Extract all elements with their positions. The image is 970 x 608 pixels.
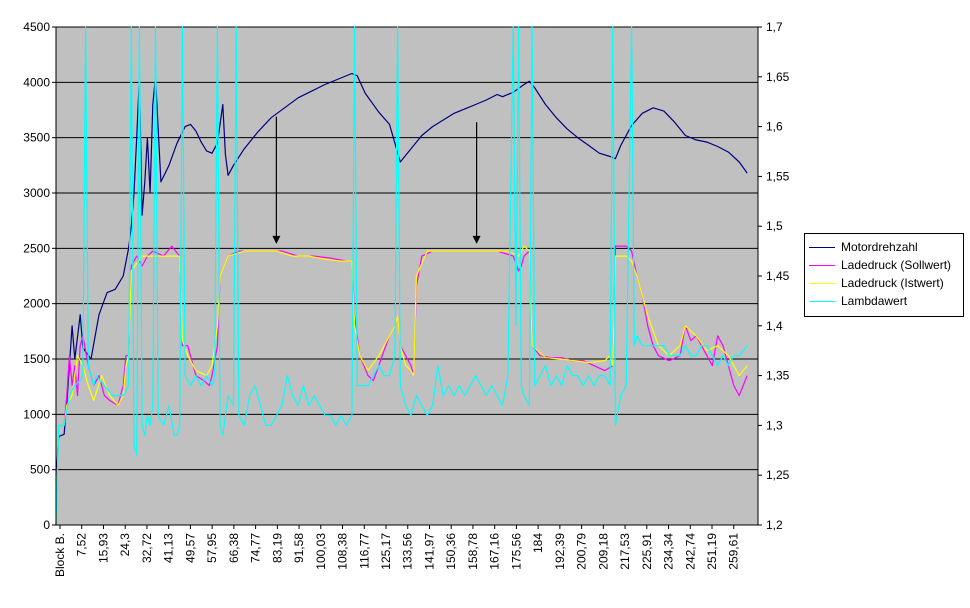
x-tick-label: 225,91 <box>640 533 654 570</box>
legend-swatch <box>809 246 835 248</box>
x-tick-label: 167,16 <box>488 533 502 570</box>
x-tick-label: 91,58 <box>292 533 306 563</box>
x-tick-label: 184 <box>531 533 545 553</box>
x-tick-label: 133,56 <box>401 533 415 570</box>
series-line <box>55 245 748 526</box>
y-left-tick-label: 3000 <box>23 186 50 200</box>
x-tick-label: 259,61 <box>727 533 741 570</box>
legend: Motordrehzahl Ladedruck (Sollwert) Laded… <box>804 233 964 317</box>
annotation-arrow-head <box>472 235 481 244</box>
y-right-tick-label: 1,6 <box>766 120 783 134</box>
x-tick-label: 57,95 <box>205 533 219 563</box>
y-left-tick-label: 3500 <box>23 131 50 145</box>
x-tick-label: 251,19 <box>705 533 719 570</box>
y-right-tick-label: 1,25 <box>766 468 790 482</box>
annotation-arrow-head <box>272 235 281 244</box>
legend-label: Ladedruck (Istwert) <box>841 276 944 290</box>
y-left-tick-label: 2500 <box>23 241 50 255</box>
y-right-tick-label: 1,65 <box>766 70 790 84</box>
x-tick-label: 7,52 <box>75 533 89 557</box>
y-right-tick-label: 1,45 <box>766 269 790 283</box>
legend-swatch <box>809 300 835 302</box>
legend-label: Motordrehzahl <box>841 240 918 254</box>
x-tick-label: 32,72 <box>140 533 154 563</box>
x-tick-label: 141,97 <box>422 533 436 570</box>
series-line <box>55 245 748 526</box>
legend-label: Lambdawert <box>841 294 908 308</box>
legend-item-lambdawert: Lambdawert <box>809 292 959 310</box>
x-tick-label: 200,79 <box>575 533 589 570</box>
x-tick-label: 242,74 <box>683 533 697 570</box>
x-tick-label: 217,53 <box>618 533 632 570</box>
legend-item-ladedruck-sollwert: Ladedruck (Sollwert) <box>809 256 959 274</box>
x-tick-label: 15,93 <box>96 533 110 563</box>
x-tick-label: 24,3 <box>118 533 132 557</box>
x-tick-label: 175,56 <box>509 533 523 570</box>
x-tick-label: 41,13 <box>162 533 176 563</box>
series-line <box>55 26 748 526</box>
legend-swatch <box>809 282 835 284</box>
x-tick-label: 209,18 <box>596 533 610 570</box>
y-right-tick-label: 1,3 <box>766 418 783 432</box>
x-tick-label: 83,19 <box>270 533 284 563</box>
plot-area <box>55 26 759 526</box>
legend-item-motordrehzahl: Motordrehzahl <box>809 238 959 256</box>
y-right-tick-label: 1,2 <box>766 518 783 532</box>
axes: 0 500 1000 1500 2000 2500 3000 3500 4000 4500 1,2 1… <box>23 20 789 577</box>
y-left-tick-label: 1000 <box>23 407 50 421</box>
annotations <box>272 116 481 244</box>
y-right-tick-label: 1,55 <box>766 169 790 183</box>
x-tick-label: 66,38 <box>227 533 241 563</box>
x-tick-label: 74,77 <box>249 533 263 563</box>
y-right-tick-label: 1,35 <box>766 369 790 383</box>
x-tick-label: 108,38 <box>336 533 350 570</box>
x-tick-label: 192,39 <box>553 533 567 570</box>
x-tick-label: 125,17 <box>379 533 393 570</box>
y-left-tick-label: 4000 <box>23 75 50 89</box>
x-tick-label: 116,77 <box>357 533 371 569</box>
x-tick-label: 100,03 <box>314 533 328 570</box>
y-right-tick-label: 1,7 <box>766 20 783 34</box>
y-right-tick-label: 1,5 <box>766 219 783 233</box>
x-tick-label: Block B. <box>53 533 67 577</box>
y-left-tick-label: 4500 <box>23 20 50 34</box>
series-group <box>55 26 748 526</box>
x-tick-label: 158,78 <box>466 533 480 570</box>
y-left-tick-label: 0 <box>43 518 50 532</box>
legend-item-ladedruck-istwert: Ladedruck (Istwert) <box>809 274 959 292</box>
y-left-tick-label: 500 <box>30 463 50 477</box>
y-left-tick-label: 1500 <box>23 352 50 366</box>
x-tick-label: 150,36 <box>444 533 458 570</box>
y-right-tick-label: 1,4 <box>766 319 783 333</box>
legend-swatch <box>809 264 835 266</box>
y-left-tick-label: 2000 <box>23 297 50 311</box>
x-tick-label: 49,57 <box>183 533 197 563</box>
x-tick-label: 234,34 <box>662 533 676 570</box>
legend-label: Ladedruck (Sollwert) <box>841 258 952 272</box>
